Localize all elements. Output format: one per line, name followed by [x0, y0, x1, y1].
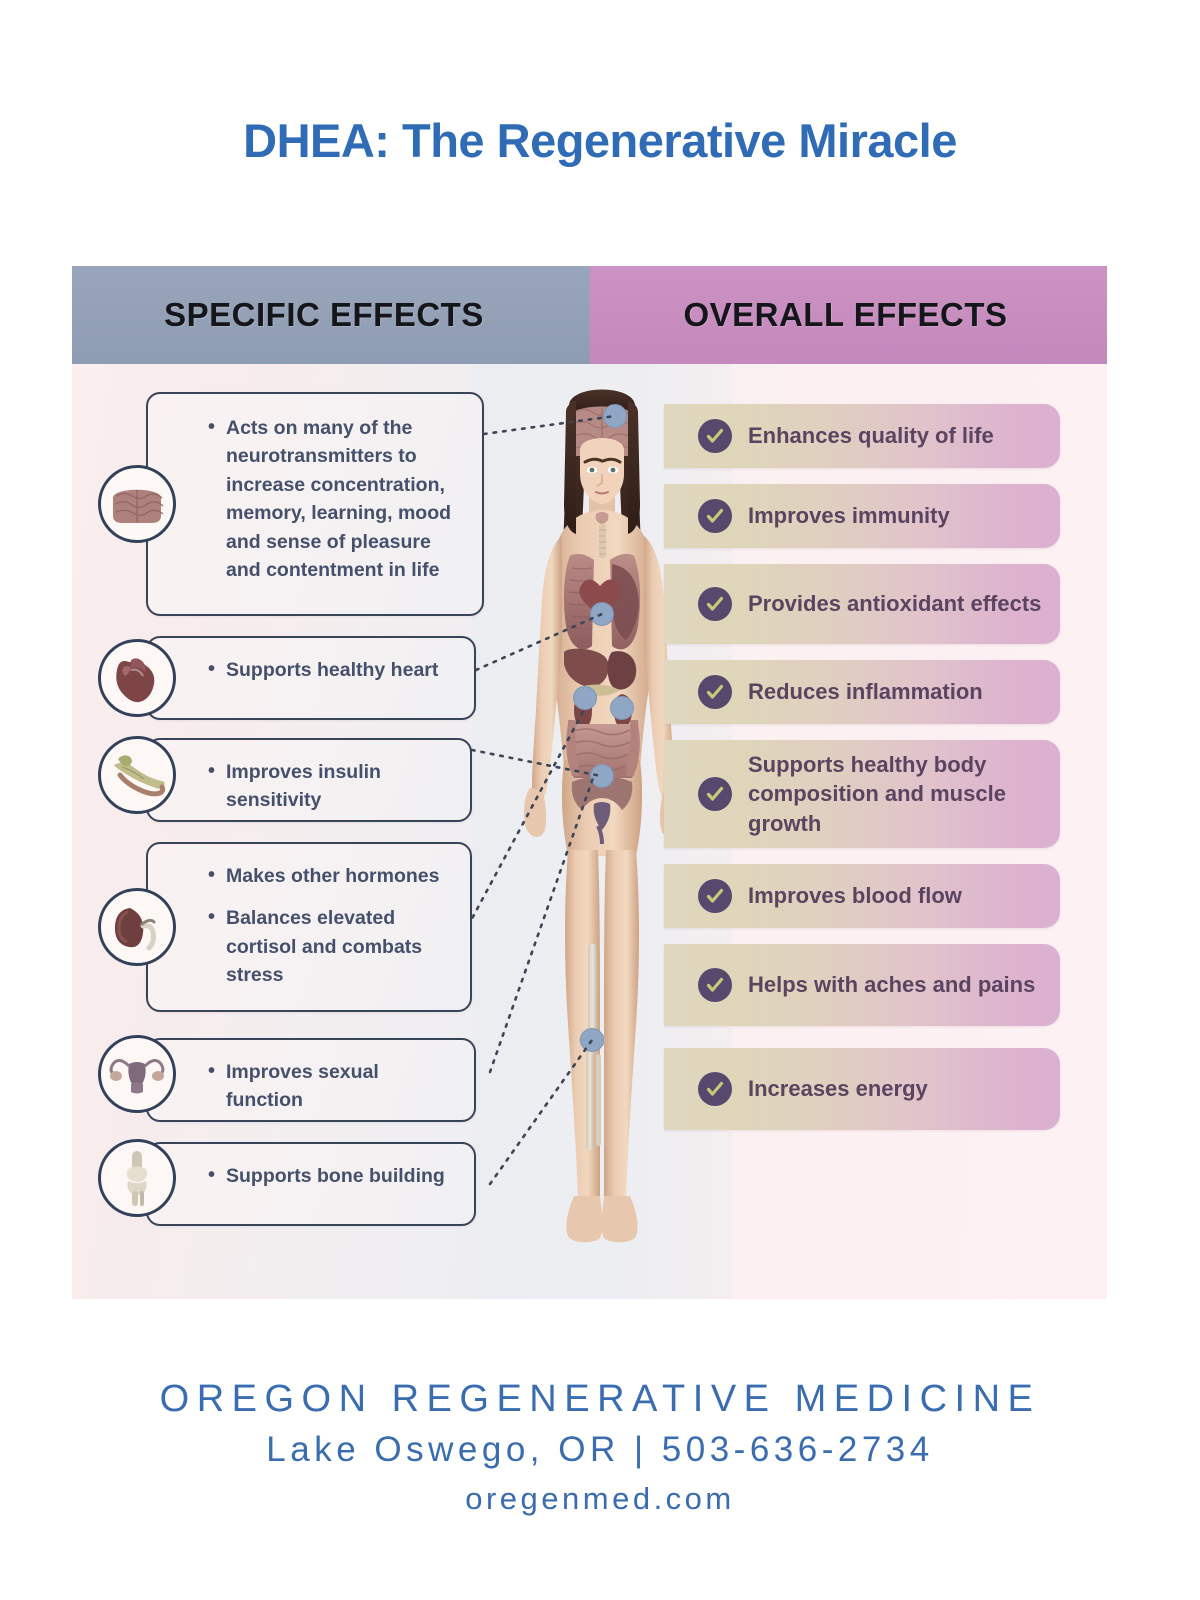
overall-effect-row[interactable]: Supports healthy body composition and mu…	[664, 740, 1060, 848]
specific-effect-box[interactable]: Supports bone building	[146, 1142, 476, 1226]
check-icon	[698, 419, 732, 453]
footer-location-phone: Lake Oswego, OR | 503-636-2734	[266, 1430, 934, 1469]
overall-effect-row[interactable]: Enhances quality of life	[664, 404, 1060, 468]
bullet-text: Acts on many of the neurotransmitters to…	[208, 413, 460, 585]
overall-effect-label: Provides antioxidant effects	[748, 591, 1042, 617]
infographic-panel: SPECIFIC EFFECTS OVERALL EFFECTS	[72, 266, 1107, 1299]
overall-effect-label: Enhances quality of life	[748, 423, 994, 449]
overall-effect-row[interactable]: Provides antioxidant effects	[664, 564, 1060, 644]
overall-effects-header: OVERALL EFFECTS	[590, 266, 1107, 364]
footer-practice-name: OREGON REGENERATIVE MEDICINE	[159, 1378, 1041, 1420]
check-icon	[698, 1072, 732, 1106]
overall-effects-header-label: OVERALL EFFECTS	[683, 296, 1008, 333]
bullet-text: Balances elevated cortisol and combats s…	[208, 903, 450, 989]
specific-effect-box[interactable]: Improves insulin sensitivity	[146, 738, 472, 822]
check-icon	[698, 879, 732, 913]
footer-website[interactable]: oregenmed.com	[465, 1481, 735, 1516]
uterus-icon	[98, 1035, 176, 1113]
overall-effect-row[interactable]: Helps with aches and pains	[664, 944, 1060, 1026]
overall-effect-label: Improves immunity	[748, 503, 950, 529]
bone-joint-icon	[98, 1139, 176, 1217]
overall-effect-label: Improves blood flow	[748, 883, 962, 909]
bullet-text: Makes other hormones	[208, 861, 450, 891]
brain-icon	[98, 465, 176, 543]
check-icon	[698, 777, 732, 811]
page-title: DHEA: The Regenerative Miracle	[243, 114, 957, 167]
bullet-text: Improves insulin sensitivity	[208, 757, 450, 815]
kidney-icon	[98, 888, 176, 966]
specific-effects-column: Acts on many of the neurotransmitters to…	[72, 364, 502, 1299]
pancreas-icon	[98, 736, 176, 814]
specific-effect-box[interactable]: Acts on many of the neurotransmitters to…	[146, 392, 484, 616]
specific-effects-header: SPECIFIC EFFECTS	[72, 266, 590, 364]
bullet-text: Supports healthy heart	[208, 655, 454, 685]
check-icon	[698, 968, 732, 1002]
check-icon	[698, 587, 732, 621]
specific-effects-header-label: SPECIFIC EFFECTS	[164, 296, 484, 333]
footer: OREGON REGENERATIVE MEDICINE Lake Oswego…	[0, 1378, 1200, 1517]
bullet-text: Supports bone building	[208, 1161, 454, 1191]
specific-effect-box[interactable]: Makes other hormones Balances elevated c…	[146, 842, 472, 1012]
overall-effect-label: Increases energy	[748, 1076, 928, 1102]
overall-effect-label: Helps with aches and pains	[748, 972, 1036, 998]
overall-effect-label: Supports healthy body composition and mu…	[748, 752, 1006, 836]
overall-effect-row[interactable]: Increases energy	[664, 1048, 1060, 1130]
overall-effect-label: Reduces inflammation	[748, 679, 983, 705]
overall-effect-row[interactable]: Improves blood flow	[664, 864, 1060, 928]
specific-effect-box[interactable]: Supports healthy heart	[146, 636, 476, 720]
bullet-text: Improves sexual function	[208, 1057, 454, 1115]
overall-effect-row[interactable]: Improves immunity	[664, 484, 1060, 548]
specific-effect-box[interactable]: Improves sexual function	[146, 1038, 476, 1122]
overall-effect-row[interactable]: Reduces inflammation	[664, 660, 1060, 724]
check-icon	[698, 675, 732, 709]
heart-icon	[98, 639, 176, 717]
overall-effects-column: Enhances quality of life Improves immuni…	[664, 364, 1107, 1299]
check-icon	[698, 499, 732, 533]
